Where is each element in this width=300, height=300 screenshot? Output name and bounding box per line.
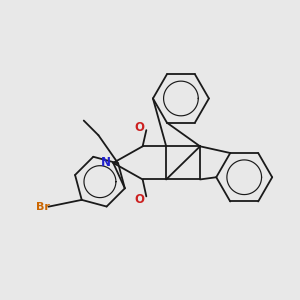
Text: Br: Br — [36, 202, 50, 212]
Text: O: O — [134, 121, 144, 134]
Text: N: N — [101, 156, 111, 170]
Text: O: O — [134, 193, 144, 206]
